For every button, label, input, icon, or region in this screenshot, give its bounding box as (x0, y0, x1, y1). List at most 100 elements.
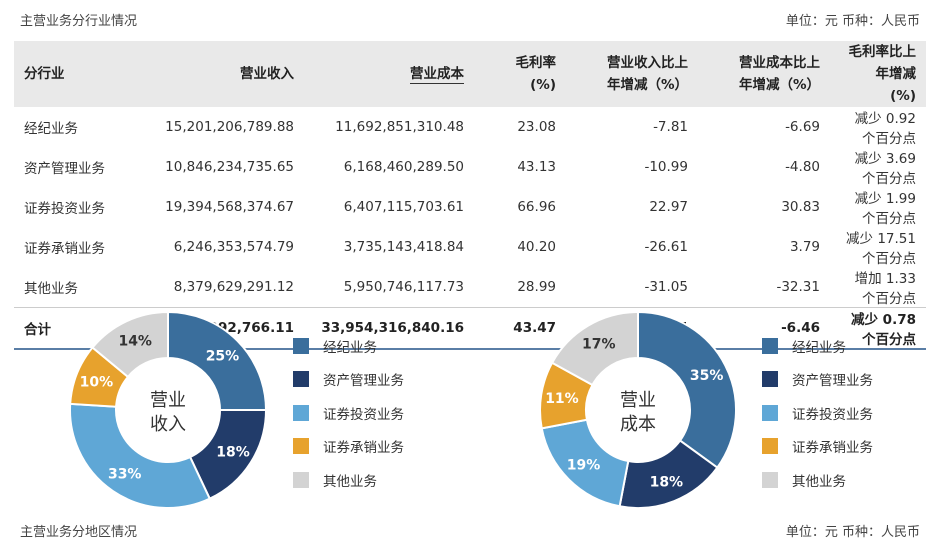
legend-swatch (293, 404, 309, 421)
legend-label: 资产管理业务 (792, 373, 873, 390)
pie-slice-cost-4 (550, 310, 639, 387)
unit-label-region: 单位：元 币种：人民币 (785, 525, 920, 540)
pie-slice-revenue-4 (91, 310, 169, 379)
pie-center-label: 成本 (620, 414, 656, 435)
cell-gross-margin: 43.47 (513, 320, 556, 336)
cell-cost: 6,168,460,289.50 (343, 159, 464, 175)
legend-label: 证券投资业务 (323, 406, 404, 423)
table-row: 证券承销业务 6,246,353,574.79 3,735,143,418.84 40… (14, 227, 926, 267)
header-gross-margin: 毛利率 (%) (515, 55, 557, 93)
cell-margin-change: 减少 3.69 个百分点 (854, 151, 916, 187)
legend-item: 证券投资业务 (293, 396, 404, 430)
legend-label: 资产管理业务 (323, 373, 404, 390)
legend-label: 证券承销业务 (323, 440, 404, 457)
table-row: 经纪业务 15,201,206,789.88 11,692,851,310.48 23… (14, 107, 926, 147)
pie-data-label: 10% (80, 375, 114, 391)
cell-revenue-change: -31.05 (644, 279, 688, 295)
header-margin-change: 毛利率比上年增减 (%) (848, 44, 917, 104)
legend-item: 经纪业务 (762, 329, 873, 363)
cell-industry: 经纪业务 (24, 121, 78, 137)
cell-gross-margin: 23.08 (517, 119, 556, 135)
cell-revenue: 19,394,568,374.67 (165, 199, 294, 215)
legend-swatch (762, 337, 778, 354)
cell-industry: 合计 (24, 322, 51, 338)
legend-cost: 经纪业务资产管理业务 证券投资业务 证券承销业务 其他业务 (762, 329, 873, 497)
legend-swatch (762, 404, 778, 421)
pie-slice-revenue-2 (69, 402, 212, 509)
cell-cost-change: 3.79 (789, 239, 820, 255)
pie-data-label: 19% (567, 457, 601, 473)
cell-gross-margin: 43.13 (517, 159, 556, 175)
section-title: 主营业务分行业情况 (20, 14, 138, 29)
header-revenue: 营业收入 (240, 66, 294, 82)
cell-margin-change: 减少 1.99 个百分点 (854, 191, 916, 227)
industry-table: 分行业 营业收入 营业成本 毛利率 (%) 营业收入比上 年增减（%） 营业成本比上… (14, 41, 926, 350)
cell-industry: 资产管理业务 (24, 161, 105, 177)
cell-revenue-change: -7.81 (653, 119, 688, 135)
table-row: 其他业务 8,379,629,291.12 5,950,746,117.73 28.9… (14, 267, 926, 308)
legend-revenue: 经纪业务资产管理业务 证券投资业务 证券承销业务 其他业务 (293, 329, 404, 497)
cell-industry: 证券投资业务 (24, 201, 105, 217)
cell-cost: 33,954,316,840.16 (321, 320, 464, 336)
cell-margin-change: 增加 1.33 个百分点 (854, 271, 916, 307)
unit-label: 单位：元 币种：人民币 (785, 14, 920, 29)
cell-gross-margin: 40.20 (517, 239, 556, 255)
legend-label: 证券承销业务 (792, 440, 873, 457)
legend-swatch (293, 371, 309, 388)
cell-revenue: 15,201,206,789.88 (165, 119, 294, 135)
pie-data-label: 25% (206, 349, 240, 365)
section-title-region: 主营业务分地区情况 (20, 525, 138, 540)
legend-label: 经纪业务 (792, 339, 846, 356)
table-row: 资产管理业务 10,846,234,735.65 6,168,460,289.50 4… (14, 147, 926, 187)
cell-revenue: 8,379,629,291.12 (173, 279, 294, 295)
cell-margin-change: 减少 17.51 个百分点 (846, 231, 916, 267)
pie-data-label: 17% (582, 337, 616, 353)
legend-label: 其他业务 (792, 473, 846, 490)
table-header-row: 分行业 营业收入 营业成本 毛利率 (%) 营业收入比上 年增减（%） 营业成本比上… (14, 41, 926, 107)
legend-swatch (293, 337, 309, 354)
pie-data-label: 18% (650, 475, 684, 491)
pie-charts: 25% 18% 33% 10% 14% 营业收入 35% 18% 19% 11% 17% 营业成本 (69, 310, 737, 509)
cell-margin-change: 减少 0.78 个百分点 (850, 312, 916, 348)
cell-cost: 3,735,143,418.84 (343, 239, 464, 255)
legend-label: 经纪业务 (323, 339, 377, 356)
legend-item: 其他业务 (293, 463, 404, 497)
legend-item: 资产管理业务 (762, 363, 873, 397)
cell-margin-change: 减少 0.92 个百分点 (854, 111, 916, 147)
cell-cost: 5,950,746,117.73 (343, 279, 464, 295)
cell-cost-change: -32.31 (776, 279, 820, 295)
legend-item: 证券承销业务 (762, 430, 873, 464)
pie-data-label: 35% (690, 368, 724, 384)
table-row: 证券投资业务 19,394,568,374.67 6,407,115,703.61 6… (14, 187, 926, 227)
pie-center-label: 营业 (150, 390, 186, 411)
legend-item: 资产管理业务 (293, 363, 404, 397)
pie-data-label: 33% (108, 467, 142, 483)
cell-revenue-change: 22.97 (649, 199, 688, 215)
cell-cost-change: -6.69 (785, 119, 820, 135)
legend-swatch (293, 471, 309, 488)
pie-data-label: 18% (216, 444, 250, 460)
pie-center-label: 营业 (620, 390, 656, 411)
pie-slice-cost-0 (637, 310, 737, 470)
legend-swatch (762, 471, 778, 488)
cell-cost-change: -6.46 (781, 320, 820, 336)
cell-gross-margin: 28.99 (517, 279, 556, 295)
cell-revenue: 10,846,234,735.65 (165, 159, 294, 175)
cell-revenue-change: -26.61 (644, 239, 688, 255)
legend-item: 证券承销业务 (293, 430, 404, 464)
legend-item: 经纪业务 (293, 329, 404, 363)
header-revenue-change: 营业收入比上 年增减（%） (606, 55, 688, 93)
legend-label: 其他业务 (323, 473, 377, 490)
legend-label: 证券投资业务 (792, 406, 873, 423)
cell-industry: 证券承销业务 (24, 241, 105, 257)
cell-gross-margin: 66.96 (517, 199, 556, 215)
cell-cost-change: -4.80 (785, 159, 820, 175)
legend-item: 其他业务 (762, 463, 873, 497)
cell-revenue-change: -10.99 (644, 159, 688, 175)
legend-swatch (762, 371, 778, 388)
pie-slice-revenue-0 (167, 310, 268, 411)
pie-data-label: 14% (118, 333, 152, 349)
pie-data-label: 11% (545, 391, 579, 407)
cell-cost: 11,692,851,310.48 (335, 119, 464, 135)
legend-swatch (762, 438, 778, 455)
